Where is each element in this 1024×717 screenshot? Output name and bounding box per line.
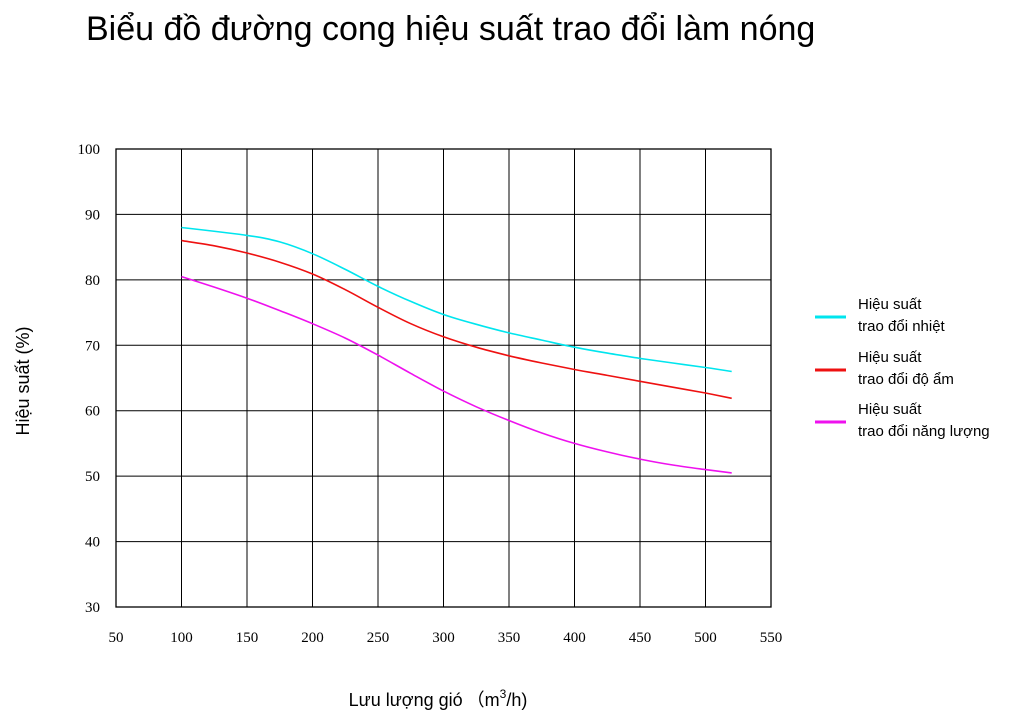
x-tick-label-400: 400 (563, 630, 586, 646)
legend-label-humidity-line2: trao đổi độ ẩm (858, 371, 954, 388)
tick-labels: 50 100 150 200 250 300 350 400 450 500 550 30 40 50 60… (78, 142, 783, 646)
series-line-humidity (181, 239, 732, 400)
x-tick-label-250: 250 (367, 630, 390, 646)
legend-label-energy-line2: trao đổi năng lượng (858, 423, 990, 440)
chart-title: Biểu đồ đường cong hiệu suất trao đổi là… (86, 10, 816, 48)
x-tick-label-150: 150 (236, 630, 259, 646)
y-tick-label-60: 60 (85, 404, 100, 420)
y-tick-label-90: 90 (85, 207, 100, 223)
grid (115, 148, 772, 608)
x-axis-label-text: Lưu lượng gió (349, 690, 463, 710)
x-tick-label-100: 100 (170, 630, 193, 646)
x-tick-label-450: 450 (629, 630, 652, 646)
x-axis-unit-close: /h) (506, 690, 527, 710)
x-tick-label-550: 550 (760, 630, 783, 646)
y-tick-label-30: 30 (85, 600, 100, 616)
legend: Hiệu suất trao đổi nhiệt Hiệu suất trao đổi… (815, 296, 990, 440)
legend-label-heat-line2: trao đổi nhiệt (858, 318, 946, 335)
x-axis-unit-sup: 3 (500, 687, 507, 701)
y-axis-label: Hiệu suất (%) (13, 326, 33, 435)
series-line-energy (181, 275, 732, 474)
series-lines (181, 226, 732, 474)
y-tick-label-100: 100 (78, 142, 101, 158)
x-tick-label-300: 300 (432, 630, 455, 646)
y-tick-label-40: 40 (85, 535, 100, 551)
y-tick-label-80: 80 (85, 273, 100, 289)
legend-label-heat-line1: Hiệu suất (858, 296, 922, 313)
x-tick-label-200: 200 (301, 630, 324, 646)
x-tick-label-50: 50 (109, 630, 124, 646)
y-tick-label-70: 70 (85, 338, 100, 354)
x-tick-label-500: 500 (694, 630, 717, 646)
x-axis-unit-open: （m (467, 690, 500, 710)
x-tick-label-350: 350 (498, 630, 521, 646)
x-axis-label: Lưu lượng gió （m3/h) (349, 687, 528, 710)
plot-frame (115, 148, 772, 608)
y-tick-label-50: 50 (85, 469, 100, 485)
legend-label-energy-line1: Hiệu suất (858, 401, 922, 418)
series-line-heat (181, 226, 732, 373)
legend-label-humidity-line1: Hiệu suất (858, 349, 922, 366)
